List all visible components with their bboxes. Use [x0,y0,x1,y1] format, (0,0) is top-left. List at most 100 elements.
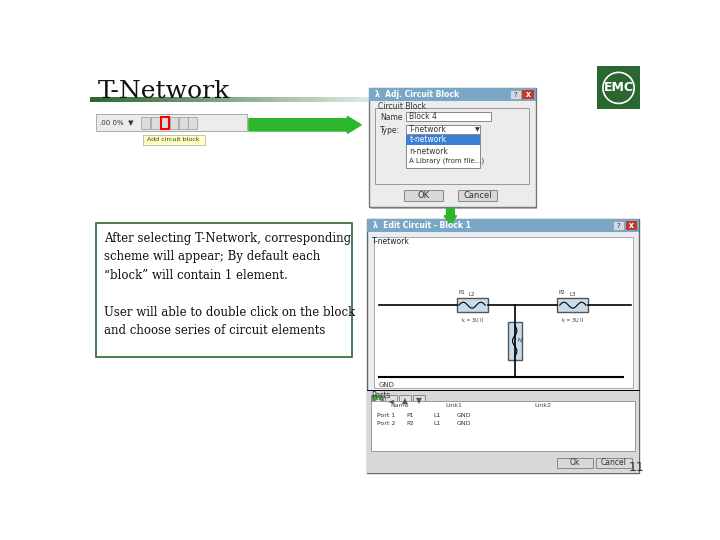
Bar [326,97,327,102]
Bar [347,97,348,102]
Bar [90,97,91,102]
Bar [203,97,204,102]
Bar [409,97,410,102]
Text: λ  Adj. Circuit Block: λ Adj. Circuit Block [375,90,459,99]
Bar [267,97,269,102]
Bar [177,97,178,102]
Text: Add circuit block: Add circuit block [148,137,200,143]
Text: GND: GND [456,413,471,418]
Bar [136,97,137,102]
Bar [354,97,355,102]
Bar [208,97,209,102]
Bar [410,97,411,102]
Bar [170,97,171,102]
Bar [289,97,290,102]
Bar [224,97,225,102]
Bar [316,97,317,102]
Bar [165,97,166,102]
Bar [386,97,387,102]
Bar [372,401,635,451]
Bar [93,97,94,102]
Text: Ports: Ports [372,392,391,400]
Bar [156,97,157,102]
Bar [270,97,271,102]
Bar [345,97,346,102]
Bar [150,97,151,102]
Bar [277,97,279,102]
Bar [283,97,284,102]
Bar [235,97,236,102]
Bar [149,97,150,102]
Bar [293,97,294,102]
Bar [229,97,230,102]
Text: After selecting T-Network, corresponding
scheme will appear; By default each
“bl: After selecting T-Network, corresponding… [104,232,355,338]
Bar [256,97,258,102]
Bar [280,97,281,102]
Bar [98,97,99,102]
Bar [311,97,312,102]
Text: x: x [526,90,531,99]
Text: P1: P1 [406,413,414,418]
Bar [151,117,160,129]
Bar [134,97,135,102]
Bar [391,97,392,102]
Bar [180,97,181,102]
Bar [252,97,253,102]
Bar [124,97,125,102]
Text: ◄: ◄ [388,396,394,404]
Bar [319,97,320,102]
Text: EMC: EMC [603,82,634,94]
Bar [360,97,361,102]
Bar [306,97,307,102]
Bar [557,457,593,468]
Text: L2: L2 [469,293,475,298]
Bar [189,97,190,102]
Bar [230,97,231,102]
Bar [184,97,185,102]
Bar [152,97,153,102]
Bar [101,97,102,102]
Bar [144,97,145,102]
Bar [323,97,324,102]
Text: L3: L3 [570,293,576,298]
Bar [114,97,116,102]
Bar [231,97,232,102]
Bar [128,97,129,102]
Bar [335,97,336,102]
Bar [216,97,217,102]
Bar [263,97,264,102]
Bar [348,97,349,102]
Bar [402,97,403,102]
Bar [96,114,248,131]
Bar [276,97,278,102]
Bar [179,117,188,129]
Bar [160,97,161,102]
Bar [262,97,263,102]
Bar [387,97,388,102]
Bar [371,90,537,209]
Bar [342,97,343,102]
Bar [404,97,405,102]
Bar [399,395,411,405]
Bar [401,97,402,102]
Bar [406,125,480,134]
Bar [119,97,120,102]
Text: +: + [374,396,380,404]
Bar [158,97,159,102]
Bar [291,97,292,102]
Bar [212,97,213,102]
Text: Link2: Link2 [534,403,551,408]
Bar [159,97,160,102]
Bar [292,97,293,102]
Bar [304,97,305,102]
Bar [166,97,167,102]
Bar [145,97,147,102]
Bar [199,97,200,102]
Bar [369,88,536,207]
Bar [164,97,165,102]
Bar [110,97,111,102]
Bar [328,97,329,102]
Bar [120,97,121,102]
Bar [523,90,534,99]
Bar [99,97,100,102]
